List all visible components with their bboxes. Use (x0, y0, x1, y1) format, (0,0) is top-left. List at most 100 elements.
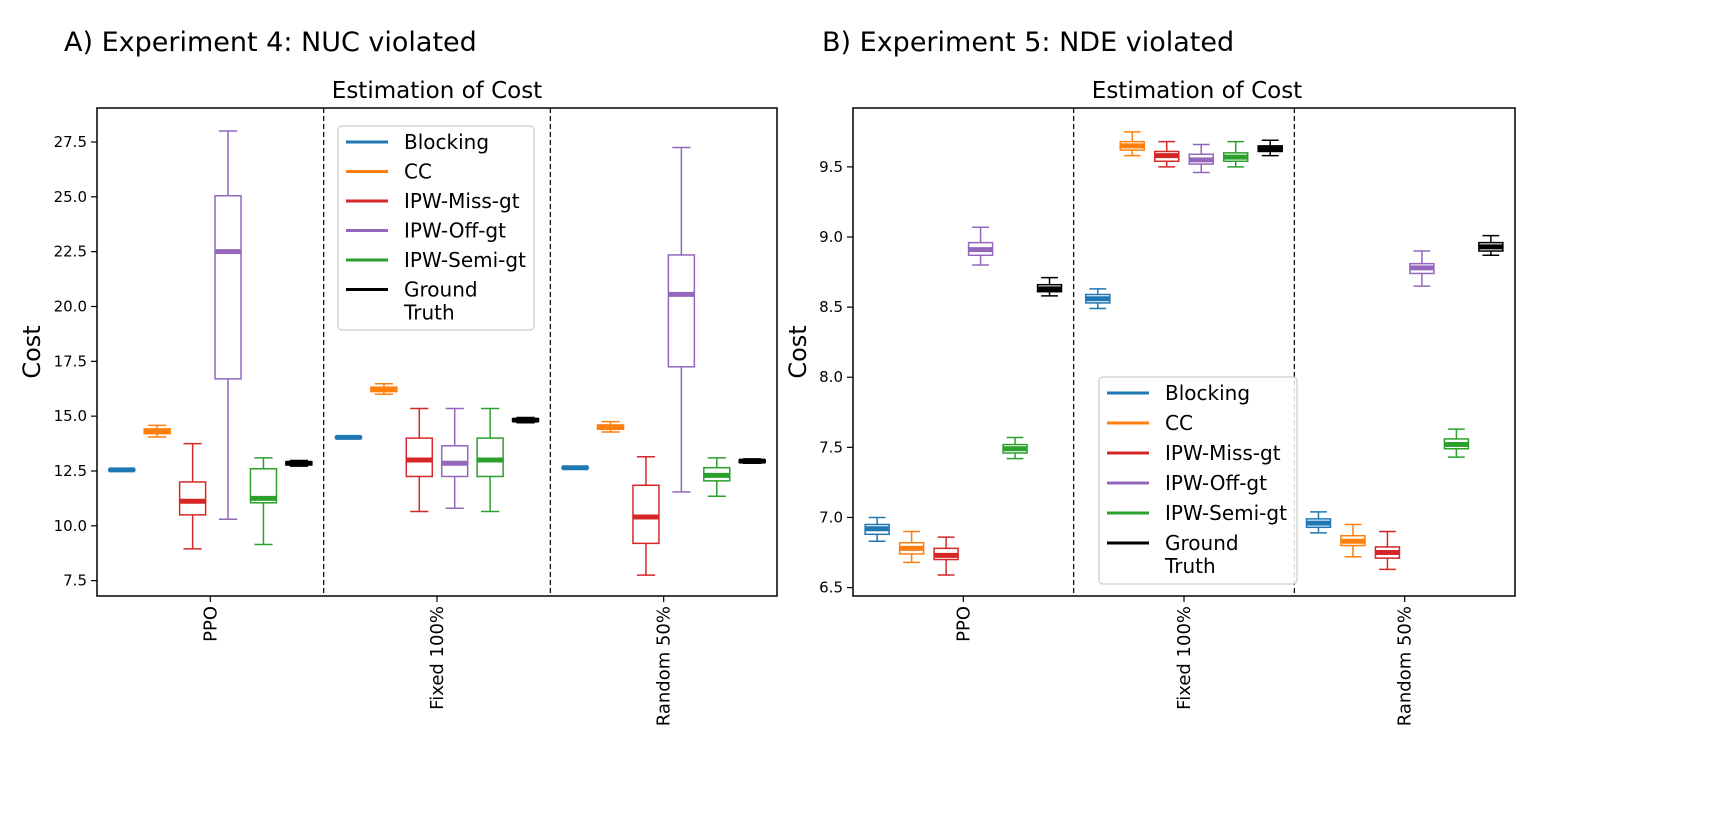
chart-a-boxes (108, 130, 766, 576)
y-tick-label: 9.5 (819, 158, 843, 176)
box-cc (898, 530, 925, 564)
box-blocking (1305, 511, 1332, 534)
y-tick-label: 7.5 (63, 572, 87, 590)
panel-a-title: A) Experiment 4: NUC violated (64, 27, 477, 58)
box-ipw-off-gt (1188, 143, 1214, 174)
box-ipw-off-gt (967, 226, 994, 266)
box-iqr (476, 437, 504, 478)
box-blocking (1085, 288, 1111, 310)
box-cc (596, 420, 625, 433)
box-ground-truth (1257, 139, 1283, 157)
box-cc (370, 382, 398, 395)
box-ground-truth (511, 416, 540, 424)
x-tick-label: PPO (200, 606, 221, 642)
panel-b-title: B) Experiment 5: NDE violated (822, 27, 1235, 58)
y-tick-label: 7.0 (819, 508, 843, 526)
box-ipw-semi-gt (249, 457, 278, 546)
x-tick-label: Fixed 100% (1174, 606, 1195, 710)
legend-frame (1098, 376, 1298, 585)
box-ground-truth (738, 458, 766, 465)
chart-a-frame (96, 107, 778, 597)
legend-label: IPW-Miss-gt (404, 189, 520, 213)
box-cc (1119, 131, 1146, 157)
box-ipw-miss-gt (1154, 140, 1180, 168)
box-ipw-miss-gt (405, 407, 434, 513)
y-tick-label: 9.0 (819, 228, 843, 246)
legend-frame (337, 125, 535, 331)
legend-label: IPW-Semi-gt (1165, 501, 1287, 525)
y-tick-label: 22.5 (54, 243, 87, 261)
box-ground-truth (1478, 234, 1504, 256)
legend-label: Ground Truth (1164, 531, 1239, 578)
legend-label: IPW-Off-gt (404, 219, 506, 243)
box-ipw-miss-gt (933, 536, 959, 576)
y-tick-label: 7.5 (819, 438, 843, 456)
y-tick-label: 6.5 (819, 579, 843, 597)
chart-b: Estimation of Cost Cost 6.5 7.0 7.5 8.0 8.5 9… (784, 78, 1516, 726)
legend-label: Blocking (1165, 381, 1250, 405)
box-ipw-off-gt (214, 130, 242, 520)
box-ipw-off-gt (1409, 250, 1435, 287)
box-blocking (334, 434, 363, 440)
box-ipw-semi-gt (1443, 428, 1470, 458)
y-tick-label: 20.0 (54, 297, 87, 315)
legend-label: IPW-Off-gt (1165, 471, 1267, 495)
y-tick-label: 15.0 (54, 407, 87, 425)
legend-label: Blocking (404, 130, 489, 154)
box-iqr (178, 481, 207, 516)
y-tick-label: 12.5 (54, 462, 87, 480)
chart-b-xaxis: PPO Fixed 100% Random 50% (953, 596, 1416, 726)
legend-label: IPW-Miss-gt (1165, 441, 1281, 465)
chart-a-separators (323, 108, 551, 596)
chart-b-legend: Blocking CC IPW-Miss-gt IPW-Off-gt IPW-Semi-… (1098, 376, 1298, 585)
y-tick-label: 17.5 (54, 352, 87, 370)
legend-label: Ground Truth (403, 278, 478, 325)
box-iqr (667, 254, 696, 368)
box-iqr (249, 468, 278, 504)
box-ipw-miss-gt (178, 442, 207, 550)
box-ipw-semi-gt (1222, 140, 1249, 168)
box-cc (1340, 523, 1366, 558)
box-blocking (561, 465, 589, 471)
x-tick-label: Random 50% (1395, 606, 1416, 726)
box-iqr (214, 194, 242, 380)
box-iqr (405, 437, 434, 478)
box-ipw-miss-gt (1374, 530, 1401, 571)
box-cc (143, 424, 171, 438)
x-tick-label: Fixed 100% (427, 606, 448, 710)
legend-label: CC (404, 160, 432, 184)
chart-b-title: Estimation of Cost (1092, 78, 1302, 104)
chart-a-legend: Blocking CC IPW-Miss-gt IPW-Off-gt IPW-Semi-… (337, 125, 535, 331)
chart-b-separators (1073, 108, 1295, 596)
box-ipw-semi-gt (703, 457, 731, 497)
chart-a-ylabel: Cost (18, 325, 46, 378)
box-ipw-off-gt (440, 407, 469, 510)
chart-a-xaxis: PPO Fixed 100% Random 50% (200, 596, 675, 726)
legend-label: IPW-Semi-gt (404, 248, 526, 272)
chart-a-title: Estimation of Cost (332, 78, 542, 104)
x-tick-label: Random 50% (654, 606, 675, 726)
box-ground-truth (1036, 276, 1063, 297)
x-tick-label: PPO (953, 606, 974, 642)
y-tick-label: 27.5 (54, 133, 87, 151)
chart-b-ylabel: Cost (784, 325, 812, 378)
box-iqr (632, 484, 660, 545)
box-ipw-semi-gt (476, 407, 504, 513)
box-ipw-semi-gt (1002, 436, 1028, 460)
chart-b-boxes (864, 131, 1504, 576)
legend-label: CC (1165, 411, 1193, 435)
y-tick-label: 8.5 (819, 298, 843, 316)
chart-b-yaxis: 6.5 7.0 7.5 8.0 8.5 9.0 9.5 (819, 158, 853, 597)
chart-b-frame (852, 107, 1516, 597)
box-blocking (108, 467, 136, 473)
chart-a-yaxis: 7.5 10.0 12.5 15.0 17.5 20.0 22.5 25.0 27.5 (54, 133, 97, 590)
y-tick-label: 8.0 (819, 368, 843, 386)
chart-a: Estimation of Cost Cost 7.5 10.0 12.5 15.0 1… (18, 78, 778, 726)
box-ipw-off-gt (667, 146, 696, 493)
box-ground-truth (285, 459, 313, 467)
box-blocking (864, 516, 890, 543)
y-tick-label: 10.0 (54, 517, 87, 535)
box-ipw-miss-gt (632, 455, 660, 576)
y-tick-label: 25.0 (54, 188, 87, 206)
